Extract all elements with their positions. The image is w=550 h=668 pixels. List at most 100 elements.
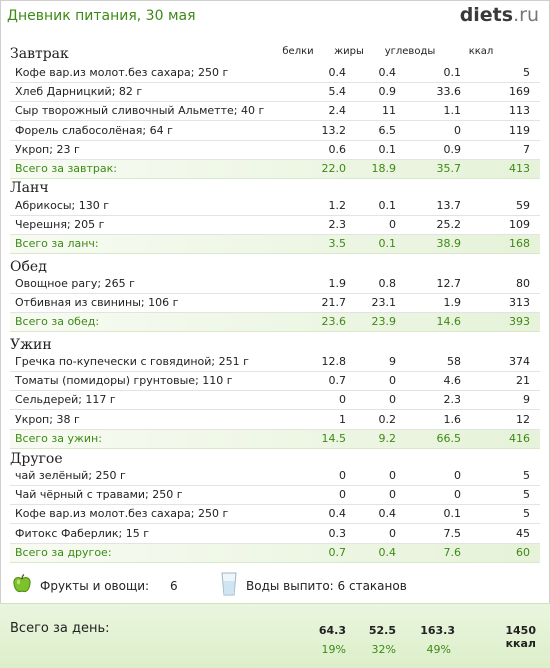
page-title: Дневник питания, 30 мая — [7, 8, 196, 24]
fat-value: 0 — [389, 374, 396, 387]
protein-value: 5.4 — [328, 85, 347, 98]
protein-value: 1.9 — [328, 277, 347, 290]
food-row[interactable]: Укроп; 38 г 1 0.2 1.6 12 — [10, 411, 540, 430]
protein-value: 21.7 — [321, 296, 347, 309]
carbs-value: 13.7 — [436, 199, 462, 212]
protein-value: 3.5 — [328, 237, 347, 250]
section-total-row: Всего за завтрак: 22.0 18.9 35.7 413 — [10, 160, 540, 179]
section-total-row: Всего за ужин: 14.5 9.2 66.5 416 — [10, 430, 540, 449]
day-protein: 64.3 — [318, 624, 346, 637]
food-row[interactable]: Гречка по-купечески с говядиной; 251 г 12… — [10, 353, 540, 372]
food-row[interactable]: чай зелёный; 250 г 0 0 0 5 — [10, 467, 540, 486]
food-row[interactable]: Томаты (помидоры) грунтовые; 110 г 0.7 0 4.… — [10, 372, 540, 391]
carbs-value: 0 — [454, 469, 461, 482]
food-row[interactable]: Чай чёрный с травами; 250 г 0 0 0 5 — [10, 486, 540, 505]
fat-value: 0 — [389, 393, 396, 406]
food-row[interactable]: Черешня; 205 г 2.3 0 25.2 109 — [10, 216, 540, 235]
fat-value: 0.1 — [378, 143, 397, 156]
kcal-value: 374 — [509, 355, 530, 368]
section-header: Ланч — [0, 177, 550, 199]
fat-value: 0.2 — [378, 413, 397, 426]
protein-value: 2.4 — [328, 104, 347, 117]
kcal-value: 12 — [516, 413, 530, 426]
fat-value: 23.1 — [371, 296, 397, 309]
protein-value: 13.2 — [321, 124, 347, 137]
site-logo[interactable]: diets.ru — [460, 4, 539, 26]
carbs-value: 25.2 — [436, 218, 462, 231]
fat-value: 11 — [382, 104, 396, 117]
total-label: Всего за ланч: — [15, 237, 99, 250]
food-row[interactable]: Сельдерей; 117 г 0 0 2.3 9 — [10, 391, 540, 410]
kcal-value: 59 — [516, 199, 530, 212]
kcal-value: 7 — [523, 143, 530, 156]
kcal-value: 45 — [516, 527, 530, 540]
total-label: Всего за ужин: — [15, 432, 102, 445]
carbs-value: 1.6 — [443, 413, 462, 426]
kcal-value: 5 — [523, 66, 530, 79]
day-carbs-percent: 49% — [426, 643, 451, 656]
fat-value: 0 — [389, 527, 396, 540]
food-row[interactable]: Кофе вар.из молот.без сахара; 250 г 0.4 0.… — [10, 64, 540, 83]
water-glass-icon — [221, 572, 237, 596]
fat-value: 0.9 — [378, 85, 397, 98]
kcal-value: 5 — [523, 507, 530, 520]
food-row[interactable]: Кофе вар.из молот.без сахара; 250 г 0.4 0.… — [10, 505, 540, 524]
carbs-value: 0.9 — [443, 143, 462, 156]
page-header: Дневник питания, 30 мая diets.ru — [0, 0, 550, 36]
food-row[interactable]: Овощное рагу; 265 г 1.9 0.8 12.7 80 — [10, 275, 540, 294]
carbs-value: 35.7 — [436, 162, 462, 175]
carbs-value: 0.1 — [443, 66, 462, 79]
protein-value: 14.5 — [321, 432, 347, 445]
food-name: чай зелёный; 250 г — [15, 469, 126, 482]
food-row[interactable]: Абрикосы; 130 г 1.2 0.1 13.7 59 — [10, 197, 540, 216]
food-row[interactable]: Форель слабосолёная; 64 г 13.2 6.5 0 119 — [10, 122, 540, 141]
extras-bar: Фрукты и овощи: 6 Воды выпито: 6 стакано… — [0, 569, 550, 599]
food-name: Хлеб Дарницкий; 82 г — [15, 85, 143, 98]
protein-value: 0.4 — [328, 66, 347, 79]
food-name: Укроп; 38 г — [15, 413, 80, 426]
day-protein-percent: 19% — [321, 643, 346, 656]
fat-value: 0 — [389, 218, 396, 231]
carbs-value: 2.3 — [443, 393, 462, 406]
day-total-label: Всего за день: — [10, 621, 110, 636]
fat-value: 9 — [389, 355, 396, 368]
logo-tld: .ru — [513, 4, 539, 26]
fruits-value: 6 — [170, 579, 178, 593]
section-header: Обед — [0, 256, 550, 278]
fat-value: 0.1 — [378, 237, 397, 250]
day-total-bar: Всего за день: 64.3 52.5 163.3 1450 ккал… — [0, 603, 550, 668]
food-row[interactable]: Отбивная из свинины; 106 г 21.7 23.1 1.9 313 — [10, 294, 540, 313]
food-name: Томаты (помидоры) грунтовые; 110 г — [15, 374, 233, 387]
protein-value: 23.6 — [321, 315, 347, 328]
protein-value: 12.8 — [321, 355, 347, 368]
fat-value: 23.9 — [371, 315, 397, 328]
fat-value: 0.4 — [378, 66, 397, 79]
fat-value: 6.5 — [378, 124, 397, 137]
kcal-value: 9 — [523, 393, 530, 406]
food-row[interactable]: Хлеб Дарницкий; 82 г 5.4 0.9 33.6 169 — [10, 83, 540, 102]
kcal-value: 119 — [509, 124, 530, 137]
protein-value: 0 — [339, 393, 346, 406]
carbs-value: 66.5 — [436, 432, 462, 445]
kcal-value: 169 — [509, 85, 530, 98]
kcal-value: 5 — [523, 488, 530, 501]
protein-value: 22.0 — [321, 162, 347, 175]
column-header-protein: белки — [282, 46, 314, 57]
food-row[interactable]: Укроп; 23 г 0.6 0.1 0.9 7 — [10, 141, 540, 160]
protein-value: 0.4 — [328, 507, 347, 520]
carbs-value: 58 — [447, 355, 461, 368]
food-name: Чай чёрный с травами; 250 г — [15, 488, 183, 501]
food-row[interactable]: Фитокс Фаберлик; 15 г 0.3 0 7.5 45 — [10, 525, 540, 544]
carbs-value: 0 — [454, 488, 461, 501]
food-row[interactable]: Сыр творожный сливочный Альметте; 40 г 2.… — [10, 102, 540, 121]
kcal-value: 5 — [523, 469, 530, 482]
section-title: Ужин — [10, 337, 52, 353]
carbs-value: 7.5 — [443, 527, 462, 540]
food-name: Черешня; 205 г — [15, 218, 105, 231]
kcal-value: 168 — [509, 237, 530, 250]
section-total-row: Всего за ланч: 3.5 0.1 38.9 168 — [10, 235, 540, 254]
fat-value: 0.8 — [378, 277, 397, 290]
kcal-value: 393 — [509, 315, 530, 328]
kcal-value: 60 — [516, 546, 530, 559]
day-fat-percent: 32% — [371, 643, 396, 656]
